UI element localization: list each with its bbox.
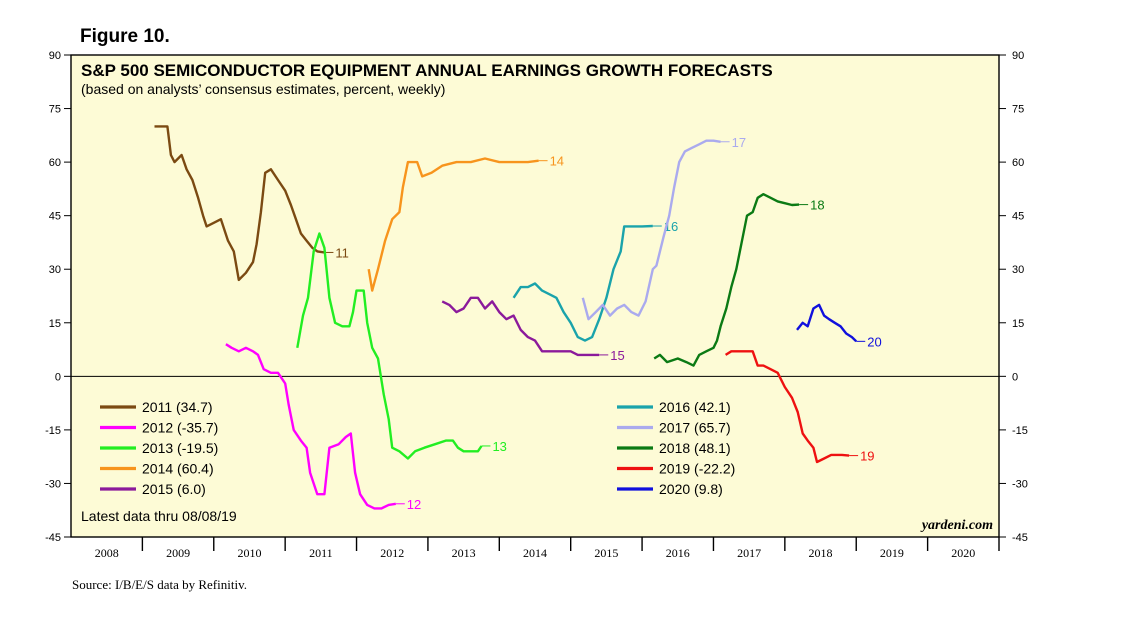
x-tick-label: 2020 (951, 546, 975, 560)
plot-border (70, 54, 1000, 538)
series-line-2020 (796, 303, 858, 343)
y-tick-label-right: 45 (1012, 211, 1024, 223)
y-tick-label-left: -15 (45, 425, 61, 437)
series-end-label-2020: 20 (867, 334, 881, 349)
legend-label-2018: 2018 (48.1) (659, 440, 731, 456)
y-tick-label-right: -30 (1012, 478, 1028, 490)
axes: 90 90 75 75 60 60 45 45 30 30 15 15 0 0 -15 -15 -30 -30 -4… (45, 50, 1028, 560)
legend-label-2011: 2011 (34.7) (142, 399, 213, 415)
y-tick-label-right: -45 (1012, 532, 1028, 544)
series-end-label-2011: 11 (335, 245, 349, 260)
x-tick-label: 2013 (452, 546, 476, 560)
y-tick-label-left: -30 (45, 478, 61, 490)
series-line-2019 (724, 350, 850, 464)
x-tick-label: 2011 (309, 546, 333, 560)
x-tick-label: 2014 (523, 546, 547, 560)
legend-label-2013: 2013 (-19.5) (142, 440, 218, 456)
legend-label-2020: 2020 (9.8) (659, 481, 723, 497)
y-tick-label-right: 90 (1012, 50, 1024, 62)
y-tick-label-right: 0 (1012, 371, 1018, 383)
y-tick-label-left: 30 (49, 264, 61, 276)
y-tick-label-left: 0 (55, 371, 61, 383)
y-tick-label-right: 75 (1012, 104, 1024, 116)
series-end-label-2012: 12 (407, 497, 421, 512)
legend-label-2016: 2016 (42.1) (659, 399, 731, 415)
series-line-2013 (296, 232, 483, 460)
series-end-label-2017: 17 (732, 135, 746, 150)
x-tick-label: 2009 (166, 546, 190, 560)
series-end-label-2013: 13 (492, 439, 506, 454)
source-note: Source: I/B/E/S data by Refinitiv. (72, 577, 247, 592)
series-line-2014 (367, 157, 539, 292)
x-tick-label: 2010 (237, 546, 261, 560)
series-line-2011 (154, 125, 325, 282)
legend-label-2015: 2015 (6.0) (142, 481, 206, 497)
series-line-2017 (581, 139, 721, 321)
y-tick-label-right: -15 (1012, 425, 1028, 437)
series-line-2016 (512, 224, 653, 342)
series-end-label-2014: 14 (550, 154, 564, 169)
legend-label-2019: 2019 (-22.2) (659, 461, 735, 477)
y-tick-label-right: 15 (1012, 318, 1024, 330)
series-end-label-2019: 19 (860, 449, 874, 464)
series-end-label-2015: 15 (610, 348, 624, 363)
x-tick-label: 2008 (95, 546, 119, 560)
series-line-2012 (225, 343, 396, 510)
legend-label-2017: 2017 (65.7) (659, 420, 731, 436)
x-tick-label: 2017 (737, 546, 761, 560)
x-tick-label: 2015 (594, 546, 618, 560)
legend-label-2014: 2014 (60.4) (142, 461, 214, 477)
y-tick-label-right: 30 (1012, 264, 1024, 276)
y-tick-label-left: 45 (49, 211, 61, 223)
figure-label: Figure 10. (80, 26, 170, 47)
y-tick-label-left: 15 (49, 318, 61, 330)
x-tick-label: 2019 (880, 546, 904, 560)
legend-label-2012: 2012 (-35.7) (142, 420, 218, 436)
plot-background (71, 55, 999, 537)
y-tick-label-right: 60 (1012, 157, 1024, 169)
data-note: Latest data thru 08/08/19 (81, 508, 237, 524)
series-line-2018 (653, 193, 800, 367)
watermark: yardeni.com (920, 518, 993, 533)
series-line-2015 (441, 296, 600, 357)
x-tick-label: 2018 (809, 546, 833, 560)
y-tick-label-left: -45 (45, 532, 61, 544)
y-tick-label-left: 60 (49, 157, 61, 169)
chart-subtitle: (based on analysts’ consensus estimates,… (81, 81, 445, 97)
chart-title: S&P 500 SEMICONDUCTOR EQUIPMENT ANNUAL E… (81, 61, 773, 80)
series-end-label-2018: 18 (810, 198, 824, 213)
legend: 2011 (34.7) 2012 (-35.7) 2013 (-19.5) 2014 … (100, 399, 735, 497)
y-tick-label-left: 90 (49, 50, 61, 62)
x-tick-label: 2012 (380, 546, 404, 560)
y-tick-label-left: 75 (49, 104, 61, 116)
x-tick-label: 2016 (666, 546, 690, 560)
